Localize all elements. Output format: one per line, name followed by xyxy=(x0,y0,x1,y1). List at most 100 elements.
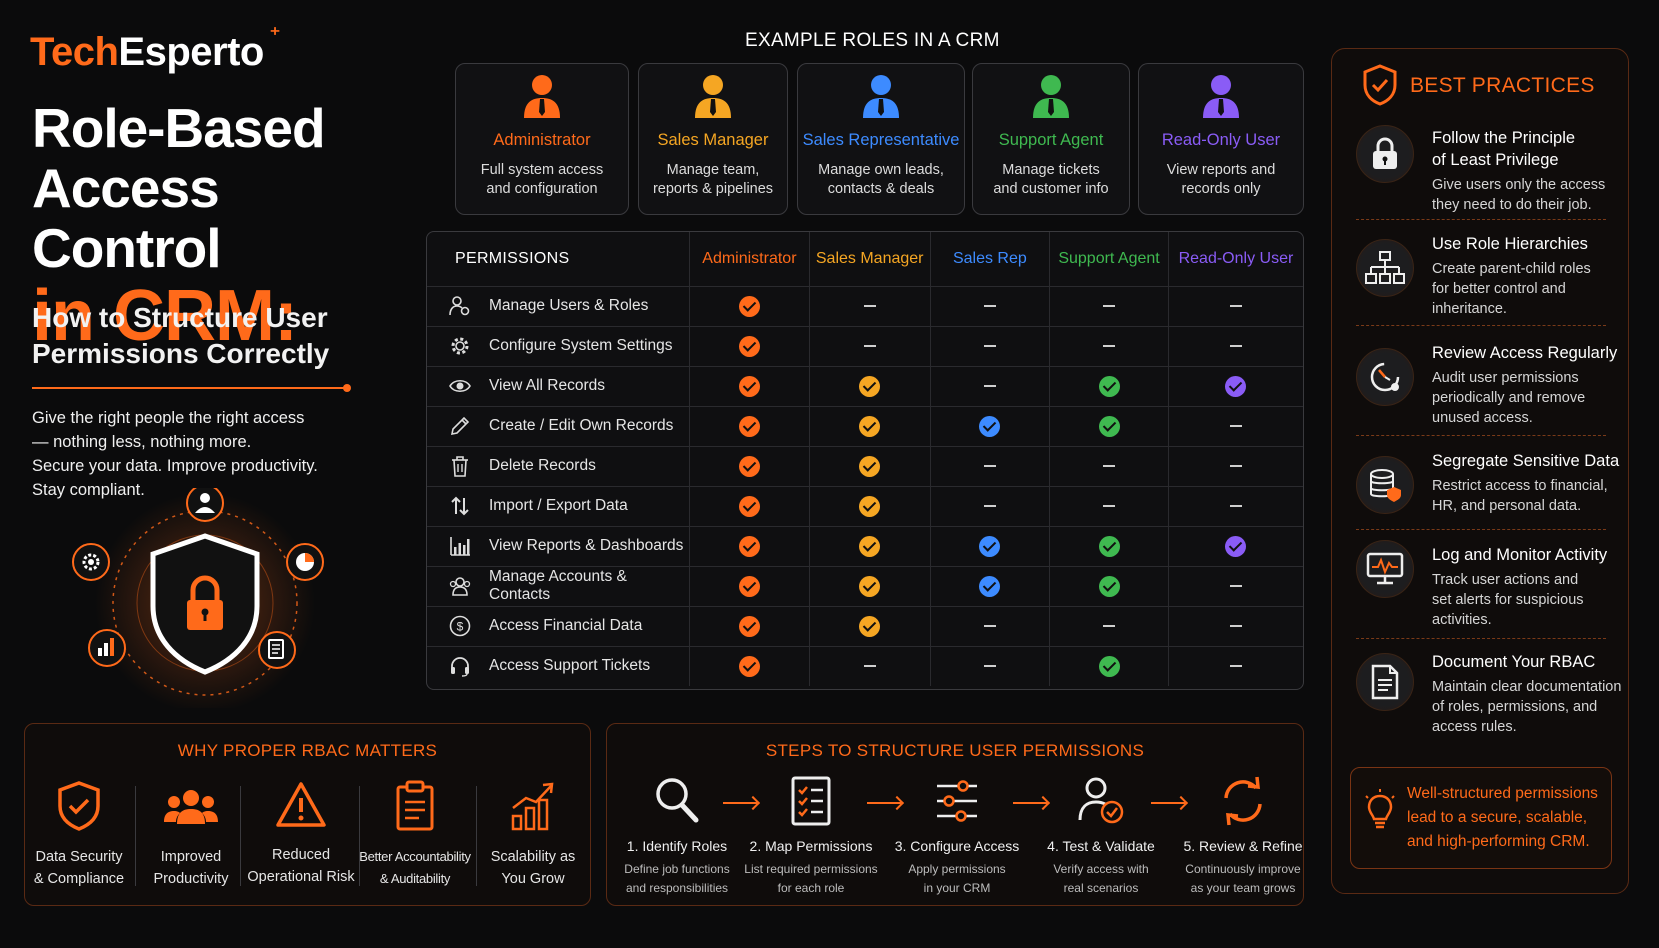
step-title: 3. Configure Access xyxy=(894,838,1020,854)
lock-icon xyxy=(1356,125,1414,183)
check-icon xyxy=(738,615,760,637)
step-title: 1. Identify Roles xyxy=(626,838,728,854)
database-shield-icon xyxy=(1356,456,1414,514)
permission-cell-sales-rep xyxy=(930,646,1051,686)
best-practice-desc-line: Track user actions and xyxy=(1432,572,1579,588)
dash-icon xyxy=(1229,345,1242,347)
role-description: Manage own leads, contacts & deals xyxy=(802,161,960,199)
role-desc-line: Manage team, xyxy=(666,162,760,178)
permission-cell-support-agent xyxy=(1049,366,1169,407)
step-review-refine: 5. Review & Refine Continuously improve a… xyxy=(1173,774,1313,898)
refresh-icon xyxy=(1224,776,1262,826)
table-row: Delete Records xyxy=(427,446,1303,487)
eye-icon xyxy=(449,375,471,397)
dash-icon xyxy=(1229,305,1242,307)
title-line-2: Access Control xyxy=(32,157,222,279)
role-card-support-agent: Support Agent Manage tickets and customer… xyxy=(972,63,1130,215)
permission-cell-sales-manager xyxy=(809,566,931,607)
check-icon xyxy=(738,455,760,477)
hero-text-line: — nothing less, nothing more. xyxy=(32,433,252,451)
separator xyxy=(1356,325,1606,326)
arrows-updown-icon xyxy=(449,495,471,517)
best-practice-title-line: Document Your RBAC xyxy=(1432,653,1596,671)
role-desc-line: Manage own leads, xyxy=(818,162,944,178)
dash-icon xyxy=(983,465,996,467)
permission-cell-read-only-user xyxy=(1168,486,1303,527)
divider xyxy=(359,786,360,886)
best-practice-desc: Maintain clear documentation of roles, pe… xyxy=(1432,677,1627,737)
check-icon xyxy=(738,655,760,677)
check-icon xyxy=(738,375,760,397)
best-practice-desc-line: set alerts for suspicious xyxy=(1432,592,1584,608)
permission-cell-sales-rep xyxy=(930,286,1051,327)
why-label-line: You Grow xyxy=(501,871,565,887)
footer-text-line: Well-structured permissions xyxy=(1407,785,1598,802)
step-desc: List required permissions for each role xyxy=(741,860,881,898)
best-practice-desc-line: inheritance. xyxy=(1432,301,1507,317)
check-icon xyxy=(979,535,1001,557)
column-header-sales-manager: Sales Manager xyxy=(809,232,931,287)
permission-cell-support-agent xyxy=(1049,446,1169,487)
roles-section-title: EXAMPLE ROLES IN A CRM xyxy=(745,30,1000,51)
step-desc-line: in your CRM xyxy=(923,881,991,895)
permission-label-cell: Access Support Tickets xyxy=(427,646,690,686)
role-name: Support Agent xyxy=(998,131,1104,149)
read-only-user-icon xyxy=(1203,75,1239,118)
step-desc-line: Define job functions xyxy=(624,862,730,876)
best-practice-title: Review Access Regularly xyxy=(1432,342,1622,364)
best-practice-desc-line: Create parent-child roles xyxy=(1432,261,1591,277)
best-practice-title-line: Log and Monitor Activity xyxy=(1432,546,1608,564)
check-icon xyxy=(979,415,1001,437)
permission-cell-sales-rep xyxy=(930,326,1051,367)
footer-text-line: and high-performing CRM. xyxy=(1407,833,1590,850)
step-arrow-icon xyxy=(1013,802,1047,804)
best-practice-desc-line: periodically and remove xyxy=(1432,390,1586,406)
table-row: View Reports & Dashboards xyxy=(427,526,1303,567)
hero-description: Give the right people the right access —… xyxy=(32,406,362,502)
best-practice-title-line: Segregate Sensitive Data xyxy=(1432,452,1620,470)
why-label-line: Better Accountability xyxy=(359,849,471,864)
step-desc-line: Continuously improve xyxy=(1185,862,1301,876)
best-practice-desc-line: access rules. xyxy=(1432,719,1517,735)
check-icon xyxy=(738,295,760,317)
role-name: Read-Only User xyxy=(1161,131,1281,149)
permission-cell-sales-manager xyxy=(809,486,931,527)
step-desc-line: real scenarios xyxy=(1063,881,1139,895)
best-practice-desc: Restrict access to financial, HR, and per… xyxy=(1432,476,1627,516)
separator xyxy=(1356,529,1606,530)
best-practice-desc-line: HR, and personal data. xyxy=(1432,498,1582,514)
step-title: 2. Map Permissions xyxy=(749,838,873,854)
divider xyxy=(135,786,136,886)
spark-icon: ⁺ xyxy=(269,24,281,46)
step-desc: Verify access with real scenarios xyxy=(1031,860,1171,898)
steps-panel: STEPS TO STRUCTURE USER PERMISSIONS 1. I… xyxy=(606,723,1304,906)
best-practice-title-line: Use Role Hierarchies xyxy=(1432,235,1588,253)
best-practice-desc-line: they need to do their job. xyxy=(1432,197,1592,213)
permission-cell-read-only-user xyxy=(1168,366,1303,407)
permission-label: Manage Accounts & Contacts xyxy=(489,568,627,603)
permission-cell-sales-manager xyxy=(809,406,931,447)
check-icon xyxy=(1098,655,1120,677)
check-icon xyxy=(1098,415,1120,437)
support-agent-user-icon xyxy=(1033,75,1069,118)
dash-icon xyxy=(1103,305,1116,307)
contacts-icon xyxy=(449,575,471,597)
check-icon xyxy=(738,535,760,557)
why-item-productivity: Improved Productivity xyxy=(139,780,243,890)
why-label-line: Improved xyxy=(160,849,222,865)
page-title: Role-Based Access Control in CRM: xyxy=(32,98,412,352)
permission-label-cell: Manage Accounts & Contacts xyxy=(427,566,690,607)
column-header-administrator: Administrator xyxy=(689,232,810,287)
best-practice-desc-line: Restrict access to financial, xyxy=(1432,478,1608,494)
best-practice-title-line: Review Access Regularly xyxy=(1432,344,1618,362)
monitor-icon xyxy=(1356,540,1414,598)
role-name: Administrator xyxy=(493,131,591,149)
permission-label-cell: Configure System Settings xyxy=(427,326,690,367)
step-arrow-icon xyxy=(867,802,901,804)
permission-label: Access Support Tickets xyxy=(489,657,651,675)
permission-cell-support-agent xyxy=(1049,486,1169,527)
steps-title: STEPS TO STRUCTURE USER PERMISSIONS xyxy=(765,741,1145,760)
column-header-read-only-user: Read-Only User xyxy=(1168,232,1303,287)
title-divider xyxy=(32,384,351,392)
check-icon xyxy=(738,335,760,357)
